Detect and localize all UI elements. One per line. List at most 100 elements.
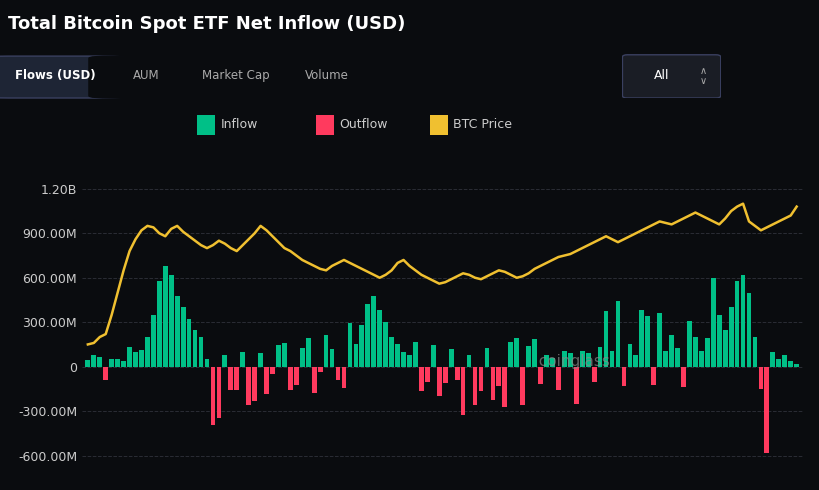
Bar [496,367,501,386]
Bar [562,351,567,367]
Bar [675,348,680,367]
Bar [429,115,448,135]
Bar [598,347,603,367]
Bar [640,310,645,367]
Bar [324,335,328,367]
Bar [229,367,233,390]
Bar [711,278,716,367]
Bar [347,323,352,367]
Text: ∧
∨: ∧ ∨ [699,66,707,86]
Bar [360,325,364,367]
Bar [103,367,108,380]
Bar [205,359,210,367]
Bar [240,352,245,367]
Bar [758,367,763,389]
Bar [199,337,203,367]
FancyBboxPatch shape [622,55,721,98]
Bar [622,367,627,386]
Bar [312,367,317,393]
Bar [645,316,650,367]
Bar [407,355,412,367]
Bar [300,348,305,367]
FancyBboxPatch shape [269,56,383,98]
Bar [247,367,251,405]
Bar [681,367,686,387]
Bar [258,353,263,367]
Bar [223,355,227,367]
Bar [276,345,281,367]
Text: Total Bitcoin Spot ETF Net Inflow (USD): Total Bitcoin Spot ETF Net Inflow (USD) [8,15,405,33]
Bar [467,355,472,367]
Bar [580,351,585,367]
Bar [735,281,740,367]
Bar [609,351,614,367]
Bar [586,353,590,367]
Bar [169,275,174,367]
Bar [538,367,543,384]
Bar [520,367,525,405]
Bar [365,304,370,367]
Text: Market Cap: Market Cap [202,70,270,82]
Bar [85,360,90,367]
Bar [151,315,156,367]
Bar [455,367,459,380]
Bar [616,301,620,367]
Bar [163,266,168,367]
Bar [282,343,287,367]
Bar [509,342,514,367]
Bar [127,347,132,367]
Bar [133,351,138,367]
Bar [413,342,418,367]
Bar [425,367,430,382]
Bar [658,313,662,367]
Text: All: All [654,70,669,82]
Bar [288,367,292,390]
Bar [527,346,531,367]
Bar [92,355,96,367]
Bar [633,354,638,367]
Bar [449,349,454,367]
Bar [740,275,745,367]
Bar [389,337,394,367]
Bar [663,351,668,367]
Bar [252,367,257,401]
Bar [157,281,161,367]
Bar [574,367,579,404]
Bar [473,367,477,405]
Bar [776,359,781,367]
Bar [383,322,388,367]
Bar [305,338,310,367]
Bar [717,315,722,367]
Bar [431,344,436,367]
Text: Inflow: Inflow [220,119,258,131]
Bar [723,330,727,367]
Bar [687,320,692,367]
Bar [556,367,561,390]
Bar [270,367,275,373]
Bar [699,351,704,367]
Bar [97,357,102,367]
Bar [794,364,799,367]
Bar [485,348,489,367]
Bar [789,361,793,367]
Bar [747,293,751,367]
Bar [491,367,495,400]
Bar [197,115,215,135]
Text: Flows (USD): Flows (USD) [16,70,96,82]
Bar [234,367,239,390]
Bar [371,295,376,367]
FancyBboxPatch shape [0,56,127,98]
Text: Volume: Volume [305,70,348,82]
Bar [342,367,346,388]
Bar [753,337,758,367]
Bar [437,367,441,396]
Bar [461,367,465,415]
Bar [764,367,769,453]
Bar [401,352,406,367]
Bar [354,344,358,367]
Bar [115,360,120,367]
Bar [782,355,787,367]
Bar [669,335,674,367]
Bar [378,310,382,367]
Bar [544,355,549,367]
